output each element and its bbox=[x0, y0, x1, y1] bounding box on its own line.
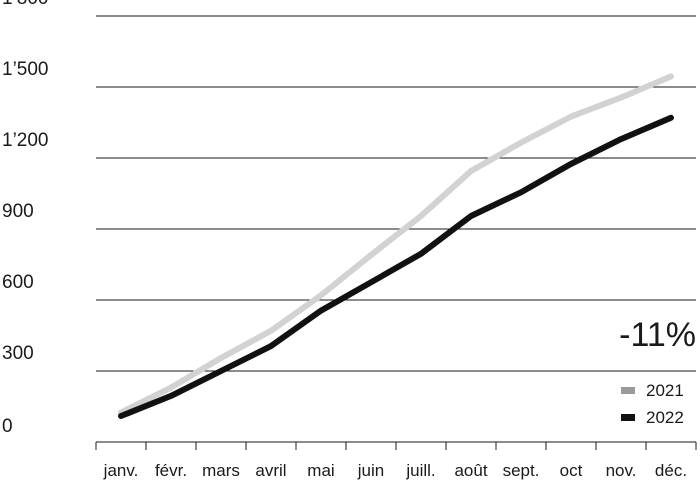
gridlines bbox=[96, 15, 696, 372]
x-tick-label: août bbox=[454, 461, 487, 480]
x-tick-label: déc. bbox=[655, 461, 687, 480]
x-axis bbox=[95, 441, 697, 450]
change-annotation: -11% bbox=[619, 316, 696, 354]
x-tick-label: nov. bbox=[606, 461, 637, 480]
x-tick-label: janv. bbox=[103, 461, 139, 480]
x-tick-label: févr. bbox=[155, 461, 187, 480]
x-tick-label: juill. bbox=[405, 461, 435, 480]
x-axis-tick-labels: janv. févr. mars avril mai juin juill. août sept… bbox=[103, 461, 687, 480]
y-tick-label: 0 bbox=[2, 416, 13, 437]
x-tick-label: oct bbox=[560, 461, 583, 480]
y-tick-label: 900 bbox=[2, 201, 34, 222]
legend: 2021 2022 bbox=[621, 381, 684, 427]
y-tick-label: 1’800 bbox=[2, 0, 49, 9]
series-lines bbox=[118, 73, 674, 419]
legend-label: 2022 bbox=[646, 408, 684, 427]
series-line-2022 bbox=[118, 114, 674, 419]
series-line-2021 bbox=[118, 73, 674, 416]
y-tick-label: 1’200 bbox=[2, 130, 49, 151]
y-tick-label: 600 bbox=[2, 272, 34, 293]
x-tick-label: mai bbox=[307, 461, 334, 480]
y-tick-label: 300 bbox=[2, 343, 34, 364]
x-tick-label: mars bbox=[202, 461, 240, 480]
x-tick-label: avril bbox=[255, 461, 286, 480]
x-tick-label: sept. bbox=[503, 461, 540, 480]
legend-label: 2021 bbox=[646, 381, 684, 400]
y-axis-tick-labels: 0 300 600 900 1’200 1’500 1’800 bbox=[2, 0, 49, 437]
legend-swatch bbox=[621, 414, 635, 421]
y-tick-label: 1’500 bbox=[2, 59, 49, 80]
legend-swatch bbox=[621, 387, 635, 394]
x-tick-label: juin bbox=[357, 461, 384, 480]
